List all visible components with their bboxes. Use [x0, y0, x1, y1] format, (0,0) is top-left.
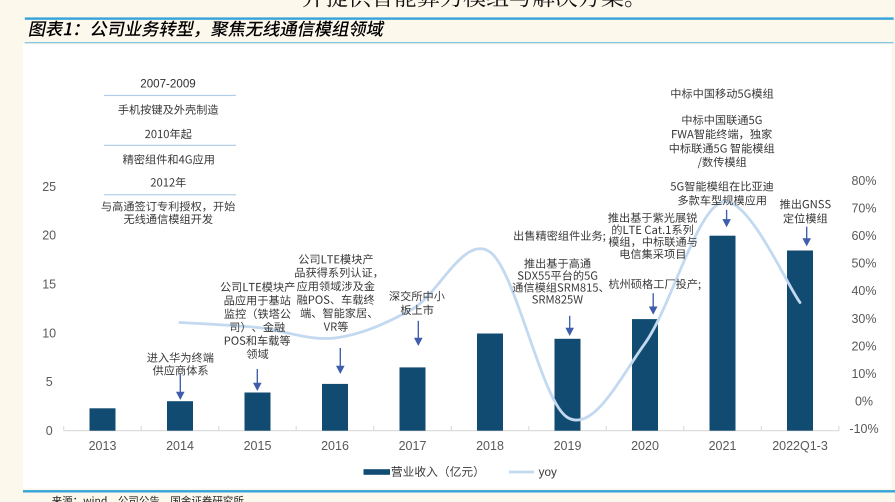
svg-text:2018: 2018 — [476, 439, 504, 453]
svg-text:2014: 2014 — [166, 439, 194, 453]
svg-text:yoy: yoy — [539, 466, 557, 479]
svg-text:0: 0 — [46, 424, 53, 438]
svg-text:15: 15 — [42, 278, 56, 292]
svg-text:25: 25 — [42, 180, 56, 194]
svg-text:80%: 80% — [851, 174, 876, 188]
svg-text:2017: 2017 — [399, 439, 427, 453]
svg-text:20%: 20% — [851, 339, 876, 353]
svg-text:60%: 60% — [851, 229, 876, 243]
svg-text:2021: 2021 — [709, 439, 737, 453]
svg-text:-10%: -10% — [849, 422, 878, 436]
svg-text:2020: 2020 — [631, 439, 659, 453]
svg-text:2022Q1-3: 2022Q1-3 — [772, 439, 828, 453]
svg-text:2015: 2015 — [244, 439, 272, 453]
svg-text:2016: 2016 — [321, 439, 349, 453]
svg-text:20: 20 — [42, 229, 56, 243]
svg-text:30%: 30% — [851, 312, 876, 326]
svg-text:2013: 2013 — [89, 439, 117, 453]
svg-text:0%: 0% — [855, 394, 873, 408]
svg-text:40%: 40% — [851, 284, 876, 298]
svg-text:2019: 2019 — [554, 439, 582, 453]
svg-text:10: 10 — [42, 326, 56, 340]
svg-text:50%: 50% — [851, 257, 876, 271]
svg-text:5: 5 — [46, 375, 53, 389]
svg-text:70%: 70% — [851, 202, 876, 216]
svg-text:10%: 10% — [851, 367, 876, 381]
svg-text:2007-2009: 2007-2009 — [140, 77, 195, 90]
